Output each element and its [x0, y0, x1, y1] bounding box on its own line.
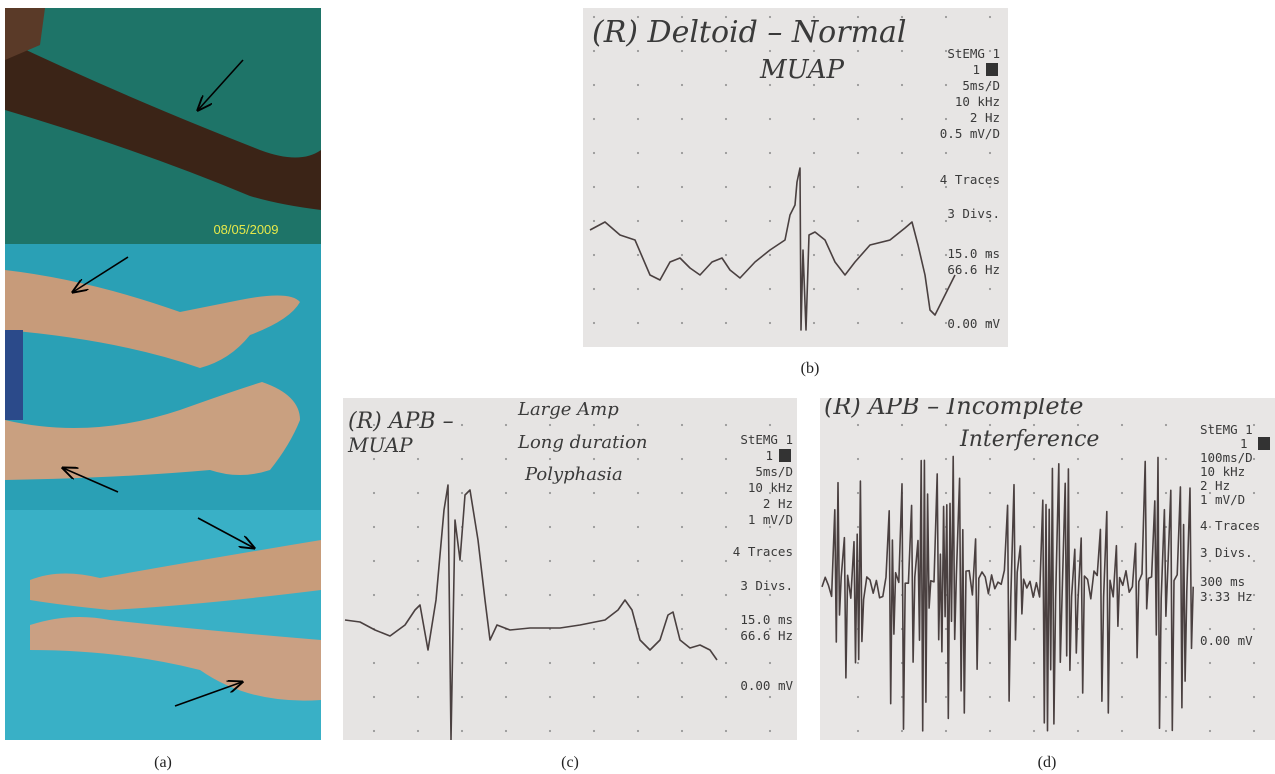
screen-readout: 0.5 mV/D	[940, 126, 1000, 141]
screen-readout: StEMG 1	[947, 46, 1000, 61]
screen-readout: 3 Divs.	[1200, 545, 1253, 560]
screen-readout: 15.0 ms	[947, 246, 1000, 261]
handwriting: MUAP	[347, 433, 413, 457]
handwriting: Polyphasia	[524, 464, 623, 485]
handwriting: (R) Deltoid – Normal	[592, 15, 907, 50]
screen-readout: 5ms/D	[755, 464, 793, 479]
screen-readout: 2 Hz	[1200, 478, 1230, 493]
handwriting: Large Amp	[517, 399, 619, 420]
handwriting: (R) APB –	[348, 409, 454, 434]
screen-readout: 2 Hz	[970, 110, 1000, 125]
screen-readout: StEMG 1	[1200, 422, 1253, 437]
handwriting: Long duration	[517, 432, 648, 453]
panel-label: (b)	[801, 360, 820, 377]
screen-readout: 4 Traces	[1200, 518, 1260, 533]
panel-label: (a)	[154, 754, 172, 771]
screen-readout: 15.0 ms	[740, 612, 793, 627]
screen-readout: 1 mV/D	[1200, 492, 1245, 507]
screen-readout: 0.00 mV	[740, 678, 793, 693]
screen-readout: 3.33 Hz	[1200, 589, 1253, 604]
screen-readout: 3 Divs.	[947, 206, 1000, 221]
screen-readout: 4 Traces	[940, 172, 1000, 187]
photo-top: 08/05/2009	[5, 8, 321, 244]
screen-readout: StEMG 1	[740, 432, 793, 447]
photo-middle	[5, 244, 321, 510]
screen-readout: 10 kHz	[955, 94, 1000, 109]
cursor-box	[986, 63, 998, 76]
screen-readout: 1	[972, 62, 980, 77]
panel-label: (d)	[1038, 754, 1057, 771]
panel-label: (c)	[561, 754, 579, 771]
screen-readout: 0.00 mV	[947, 316, 1000, 331]
handwriting: (R) APB – Incomplete	[824, 392, 1083, 420]
screen-readout: 100ms/D	[1200, 450, 1253, 465]
screen-readout: 1 mV/D	[748, 512, 793, 527]
screen-readout: 66.6 Hz	[947, 262, 1000, 277]
figure: 08/05/2009 (a) (b) (c) (d) (R) Deltoid –…	[0, 0, 1275, 774]
screen-readout: 10 kHz	[748, 480, 793, 495]
date-stamp: 08/05/2009	[213, 222, 278, 237]
screen-readout: 2 Hz	[763, 496, 793, 511]
handwriting: Interference	[959, 427, 1099, 452]
screen-readout: 66.6 Hz	[740, 628, 793, 643]
screen-readout: 3 Divs.	[740, 578, 793, 593]
screen-readout: 0.00 mV	[1200, 633, 1253, 648]
cursor-box	[779, 449, 791, 462]
cursor-box	[1258, 437, 1270, 450]
screen-readout: 4 Traces	[733, 544, 793, 559]
screen-readout: 1	[765, 448, 773, 463]
screen-readout: 1	[1240, 436, 1248, 451]
screen-readout: 300 ms	[1200, 574, 1245, 589]
photo-bottom	[5, 510, 321, 740]
screen-readout: 5ms/D	[962, 78, 1000, 93]
screen-readout: 10 kHz	[1200, 464, 1245, 479]
handwriting: MUAP	[759, 55, 845, 85]
